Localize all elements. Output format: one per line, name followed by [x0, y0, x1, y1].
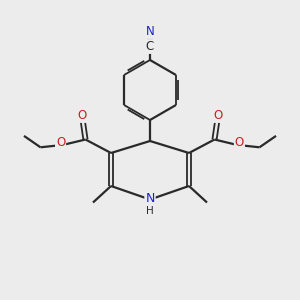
Text: O: O	[56, 136, 65, 149]
Text: O: O	[78, 109, 87, 122]
Text: O: O	[235, 136, 244, 149]
Text: N: N	[145, 191, 155, 205]
Text: O: O	[213, 109, 222, 122]
Text: N: N	[146, 25, 154, 38]
Text: H: H	[146, 206, 154, 216]
Text: C: C	[146, 40, 154, 53]
